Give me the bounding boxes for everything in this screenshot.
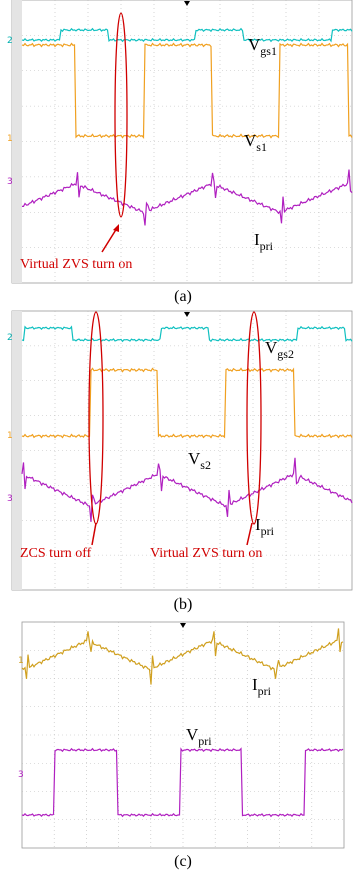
channel-marker: 1 <box>7 431 13 441</box>
figure: 2 1 3 Vgs1 Vs1 Ipri Virtual ZVS turn on … <box>0 0 354 873</box>
annotation: Virtual ZVS turn on <box>150 546 262 561</box>
caption: (b) <box>174 596 193 613</box>
annotation: ZCS turn off <box>20 546 92 561</box>
annotation: Virtual ZVS turn on <box>20 257 132 272</box>
caption: (c) <box>174 853 192 870</box>
caption: (a) <box>174 288 192 305</box>
channel-marker: 3 <box>7 494 13 504</box>
channel-marker: 3 <box>7 177 13 187</box>
channel-marker: 2 <box>7 333 13 343</box>
scope-strip <box>12 0 22 283</box>
channel-marker: 2 <box>7 36 13 46</box>
channel-marker: 3 <box>18 770 24 780</box>
waveforms <box>12 0 352 848</box>
channel-marker: 1 <box>18 656 24 666</box>
channel-marker: 1 <box>7 134 13 144</box>
